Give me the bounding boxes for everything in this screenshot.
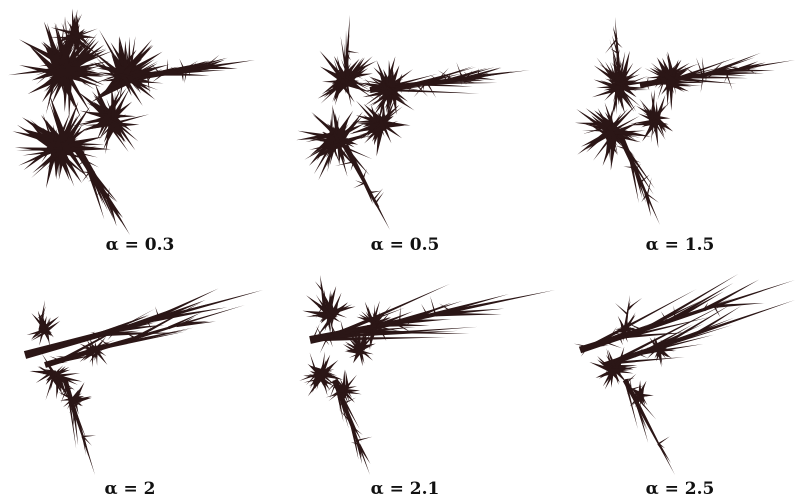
spike <box>347 50 359 53</box>
spike <box>615 303 628 315</box>
caption: α = 1.5 <box>646 235 715 255</box>
spike <box>399 306 401 322</box>
caption: α = 0.3 <box>106 235 175 255</box>
spike <box>605 341 623 348</box>
spike <box>626 374 637 384</box>
spike <box>400 320 437 324</box>
spike <box>362 169 367 179</box>
caption: α = 2 <box>105 479 156 499</box>
spike <box>579 280 795 353</box>
caption: α = 2.1 <box>371 479 440 499</box>
spike <box>577 131 608 155</box>
spike <box>575 123 611 128</box>
spike <box>353 352 360 363</box>
spike <box>353 161 366 184</box>
spike <box>342 403 362 443</box>
spike <box>667 318 735 345</box>
caption: α = 2.5 <box>646 479 715 499</box>
figure: α = 0.3 α = 0.5 α = 1.5 α = 2 α = 2.1 α … <box>0 0 796 501</box>
spike <box>592 88 618 98</box>
spike <box>373 188 383 200</box>
caption: α = 0.5 <box>371 235 440 255</box>
spike <box>83 436 96 438</box>
spike <box>342 370 346 389</box>
spike <box>128 304 211 329</box>
spike <box>375 192 384 204</box>
spike <box>52 362 68 364</box>
spike <box>658 436 670 444</box>
spike <box>435 312 501 316</box>
